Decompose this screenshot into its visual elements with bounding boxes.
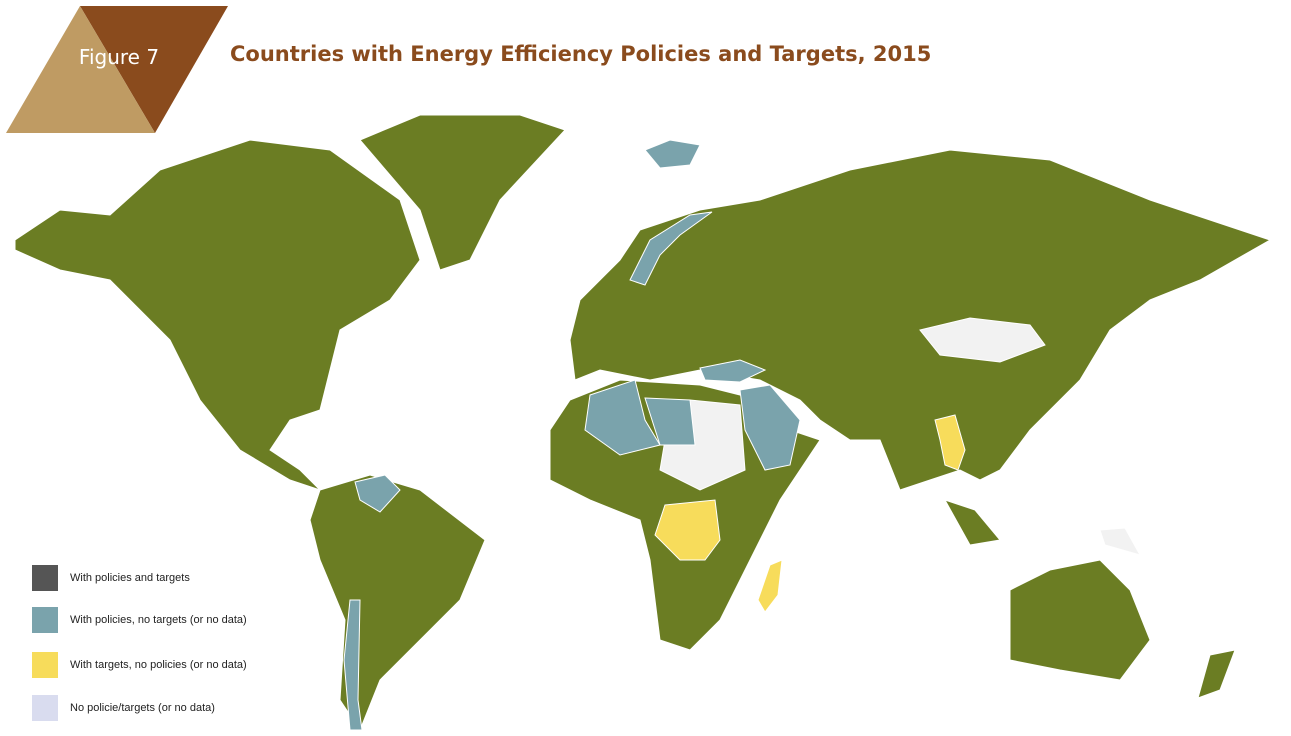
legend-item: With policies and targets	[32, 565, 190, 591]
legend-label: With targets, no policies (or no data)	[70, 659, 247, 671]
saudi-arabia	[739, 384, 801, 471]
figure-badge-dark	[80, 6, 228, 133]
legend-label: With policies and targets	[70, 572, 190, 584]
legend-item: With policies, no targets (or no data)	[32, 607, 247, 633]
dr-congo	[654, 499, 721, 561]
countries	[14, 114, 1272, 732]
figure-label: Figure 7	[78, 45, 160, 69]
legend-swatch	[32, 695, 58, 721]
eurasia	[569, 149, 1272, 491]
legend-swatch	[32, 652, 58, 678]
myanmar	[934, 414, 966, 471]
turkey	[699, 359, 767, 383]
legend-label: With policies, no targets (or no data)	[70, 614, 247, 626]
legend-swatch	[32, 565, 58, 591]
figure-badge-light	[6, 6, 155, 133]
norway	[629, 211, 713, 286]
chile	[343, 599, 363, 731]
venezuela	[354, 474, 401, 513]
papua	[1099, 527, 1142, 556]
legend-item: No policie/targets (or no data)	[32, 695, 215, 721]
mongolia	[919, 317, 1046, 363]
iceland	[644, 139, 701, 169]
madagascar	[757, 559, 783, 613]
south-america	[309, 474, 486, 732]
legend-label: No policie/targets (or no data)	[70, 702, 215, 714]
north-america	[14, 139, 421, 491]
indonesia	[943, 499, 1001, 546]
australia	[1009, 559, 1151, 681]
map-title: Countries with Energy Efficiency Policie…	[230, 42, 932, 66]
legend-item: With targets, no policies (or no data)	[32, 652, 247, 678]
legend-swatch	[32, 607, 58, 633]
new-zealand	[1197, 649, 1236, 699]
libya	[644, 397, 696, 446]
greenland	[359, 114, 566, 271]
